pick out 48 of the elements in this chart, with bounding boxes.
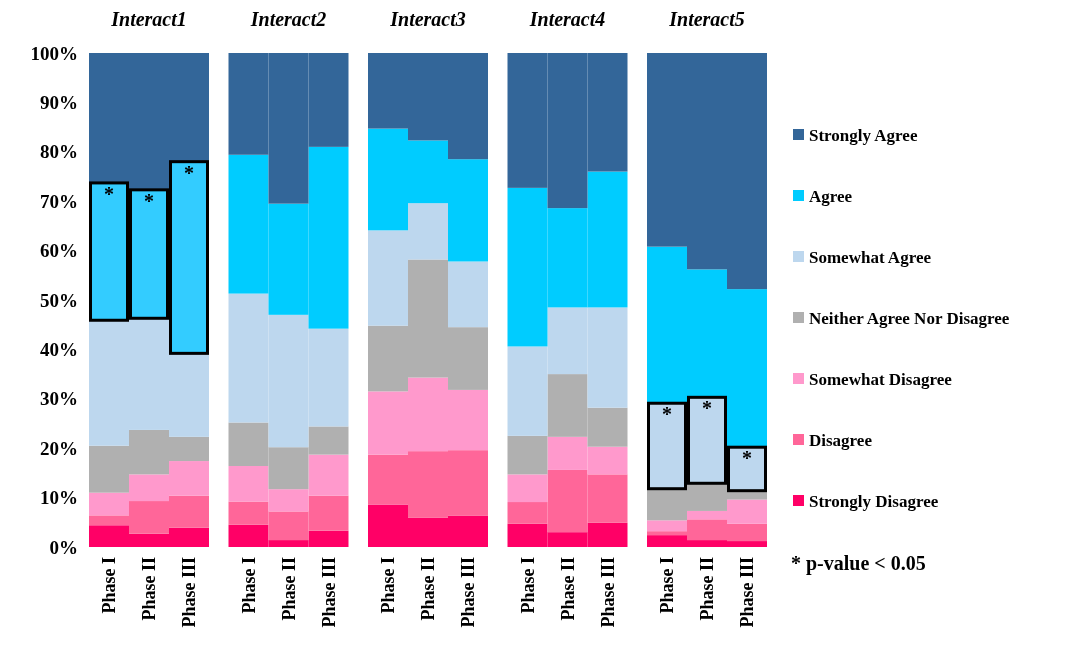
chart-title: Interact4: [528, 8, 606, 30]
y-tick-label: 50%: [40, 289, 78, 311]
x-tick-label: Phase II: [557, 557, 578, 621]
y-tick-label: 20%: [40, 437, 78, 459]
x-tick-label: Phase I: [657, 557, 678, 614]
y-tick-label: 70%: [40, 190, 78, 212]
x-tick-label: Phase II: [278, 557, 299, 621]
x-tick-label: Phase III: [179, 557, 200, 628]
legend-label: Disagree: [809, 430, 873, 450]
y-tick-label: 10%: [40, 487, 78, 509]
y-tick-label: 0%: [49, 536, 78, 558]
x-tick-label: Phase III: [458, 557, 479, 628]
x-tick-label: Phase I: [238, 557, 259, 614]
x-tick-label: Phase III: [597, 557, 618, 628]
legend-label: Strongly Agree: [809, 125, 918, 145]
x-tick-label: Phase I: [378, 557, 399, 614]
legend-label: Agree: [809, 186, 853, 206]
annotation: *: [104, 182, 114, 205]
annotation: *: [184, 161, 194, 184]
bar: [448, 261, 488, 328]
y-tick-label: 90%: [40, 91, 78, 113]
x-tick-label: Phase I: [99, 557, 120, 614]
x-tick-label: Phase I: [517, 557, 538, 614]
y-tick-label: 30%: [40, 388, 78, 410]
legend-label: Strongly Disagree: [809, 491, 939, 511]
x-tick-label: Phase II: [139, 557, 160, 621]
bar: [507, 474, 548, 503]
annotation: *: [742, 447, 752, 470]
x-tick-label: Phase III: [737, 557, 758, 628]
x-tick-label: Phase II: [418, 557, 439, 621]
legend-label: Somewhat Agree: [809, 247, 932, 267]
legend-label: Somewhat Disagree: [809, 369, 953, 389]
y-tick-label: 100%: [30, 42, 78, 64]
annotation: *: [702, 397, 712, 420]
x-tick-label: Phase II: [697, 557, 718, 621]
annotation: *: [144, 189, 154, 212]
chart-title: Interact1: [110, 8, 187, 30]
chart-title: Interact2: [249, 8, 327, 30]
legend-label: Neither Agree Nor Disagree: [809, 308, 1010, 328]
chart-title: Interact5: [668, 8, 745, 30]
y-tick-label: 60%: [40, 240, 78, 262]
y-tick-label: 40%: [40, 338, 78, 360]
y-tick-label: 80%: [40, 141, 78, 163]
bar: [647, 520, 687, 532]
x-tick-label: Phase III: [318, 557, 339, 628]
text: * p-value < 0.05: [791, 552, 926, 575]
chart-title: Interact3: [389, 8, 466, 30]
annotation: *: [662, 403, 672, 426]
